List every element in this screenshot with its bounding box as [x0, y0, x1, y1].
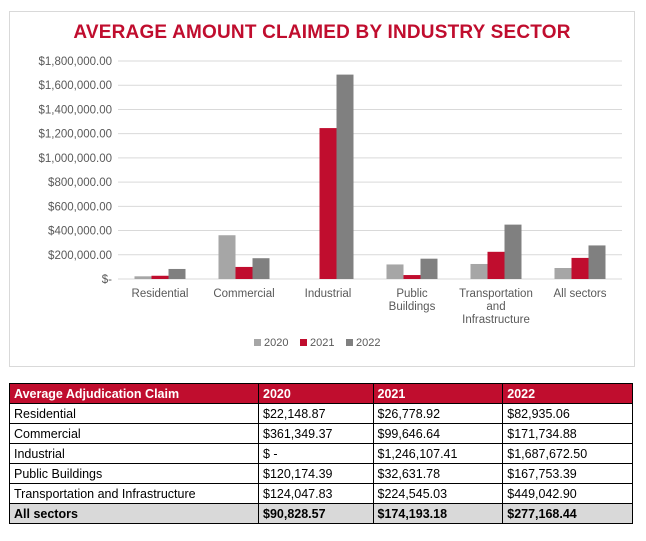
cell-sector: Commercial: [9, 423, 259, 444]
y-tick-label: $1,600,000.00: [38, 80, 112, 92]
legend-swatch: [346, 339, 353, 346]
table-total-row: All sectors $90,828.57 $174,193.18 $277,…: [9, 503, 633, 524]
x-tick-label: Infrastructure: [462, 314, 530, 326]
table-row: Residential $22,148.87 $26,778.92 $82,93…: [9, 403, 633, 424]
bar-2020: [218, 235, 236, 279]
cell-2020: $ -: [258, 443, 374, 464]
y-tick-label: $-: [102, 274, 112, 286]
cell-2020: $361,349.37: [258, 423, 374, 444]
bar-2021: [235, 266, 253, 279]
claims-table: Average Adjudication Claim 2020 2021 202…: [9, 383, 633, 524]
header-2020: 2020: [258, 383, 374, 404]
x-tick-label: Commercial: [213, 288, 274, 300]
bar-chart: $- $200,000.00 $400,000.00 $600,000.00 $800,…: [38, 56, 622, 349]
cell-2020: $120,174.39: [258, 463, 374, 484]
bar-2020: [554, 267, 572, 279]
table-header-row: Average Adjudication Claim 2020 2021 202…: [9, 383, 633, 404]
bar-2021: [151, 275, 169, 279]
y-tick-label: $1,000,000.00: [38, 153, 112, 165]
bar-2021: [571, 257, 589, 279]
bar-2021: [403, 275, 421, 279]
legend-swatch: [300, 339, 307, 346]
table-row: Transportation and Infrastructure $124,0…: [9, 483, 633, 504]
cell-sector: Public Buildings: [9, 463, 259, 484]
x-tick-label: and: [486, 301, 505, 313]
table-row: Public Buildings $120,174.39 $32,631.78 …: [9, 463, 633, 484]
table-row: Industrial $ - $1,246,107.41 $1,687,672.…: [9, 443, 633, 464]
cell-2022: $1,687,672.50: [502, 443, 633, 464]
cell-2022: $277,168.44: [502, 503, 633, 524]
header-2021: 2021: [372, 383, 504, 404]
legend-swatch: [254, 339, 261, 346]
y-tick-label: $1,200,000.00: [38, 129, 112, 141]
cell-2022: $167,753.39: [502, 463, 633, 484]
cell-2022: $171,734.88: [502, 423, 633, 444]
cell-2021: $32,631.78: [372, 463, 504, 484]
bar-2022: [420, 258, 438, 279]
x-tick-label: Buildings: [389, 301, 436, 313]
y-tick-label: $1,800,000.00: [38, 56, 112, 68]
x-tick-label: Transportation: [459, 288, 533, 300]
bar-2022: [336, 74, 354, 279]
y-tick-label: $600,000.00: [48, 201, 112, 213]
cell-2021: $26,778.92: [372, 403, 504, 424]
cell-sector: Residential: [9, 403, 259, 424]
bar-2021: [487, 251, 505, 279]
bar-2022: [504, 224, 522, 279]
y-tick-label: $800,000.00: [48, 177, 112, 189]
bar-2021: [319, 128, 337, 279]
cell-2021: $99,646.64: [372, 423, 504, 444]
x-tick-label: Public: [396, 288, 428, 300]
cell-2020: $124,047.83: [258, 483, 374, 504]
legend-label: 2020: [264, 337, 288, 349]
chart-container: AVERAGE AMOUNT CLAIMED BY INDUSTRY SECTO…: [9, 11, 635, 367]
cell-sector: All sectors: [9, 503, 259, 524]
cell-2021: $1,246,107.41: [372, 443, 504, 464]
x-tick-label: Residential: [132, 288, 189, 300]
y-tick-label: $200,000.00: [48, 250, 112, 262]
cell-sector: Transportation and Infrastructure: [9, 483, 259, 504]
bar-2020: [386, 264, 404, 279]
cell-2022: $82,935.06: [502, 403, 633, 424]
cell-2020: $90,828.57: [258, 503, 374, 524]
legend-label: 2021: [310, 337, 334, 349]
chart-title: AVERAGE AMOUNT CLAIMED BY INDUSTRY SECTO…: [73, 22, 571, 43]
bar-2022: [168, 268, 186, 279]
cell-sector: Industrial: [9, 443, 259, 464]
header-2022: 2022: [502, 383, 633, 404]
cell-2022: $449,042.90: [502, 483, 633, 504]
y-tick-label: $400,000.00: [48, 226, 112, 238]
cell-2021: $224,545.03: [372, 483, 504, 504]
bar-2022: [588, 245, 606, 279]
table-row: Commercial $361,349.37 $99,646.64 $171,7…: [9, 423, 633, 444]
x-tick-label: Industrial: [305, 288, 352, 300]
header-sector: Average Adjudication Claim: [9, 383, 259, 404]
cell-2020: $22,148.87: [258, 403, 374, 424]
legend-label: 2022: [356, 337, 380, 349]
x-tick-label: All sectors: [553, 288, 606, 300]
cell-2021: $174,193.18: [372, 503, 504, 524]
bar-2022: [252, 258, 270, 279]
bar-2020: [470, 263, 488, 279]
bar-2020: [134, 276, 152, 279]
y-tick-label: $1,400,000.00: [38, 104, 112, 116]
